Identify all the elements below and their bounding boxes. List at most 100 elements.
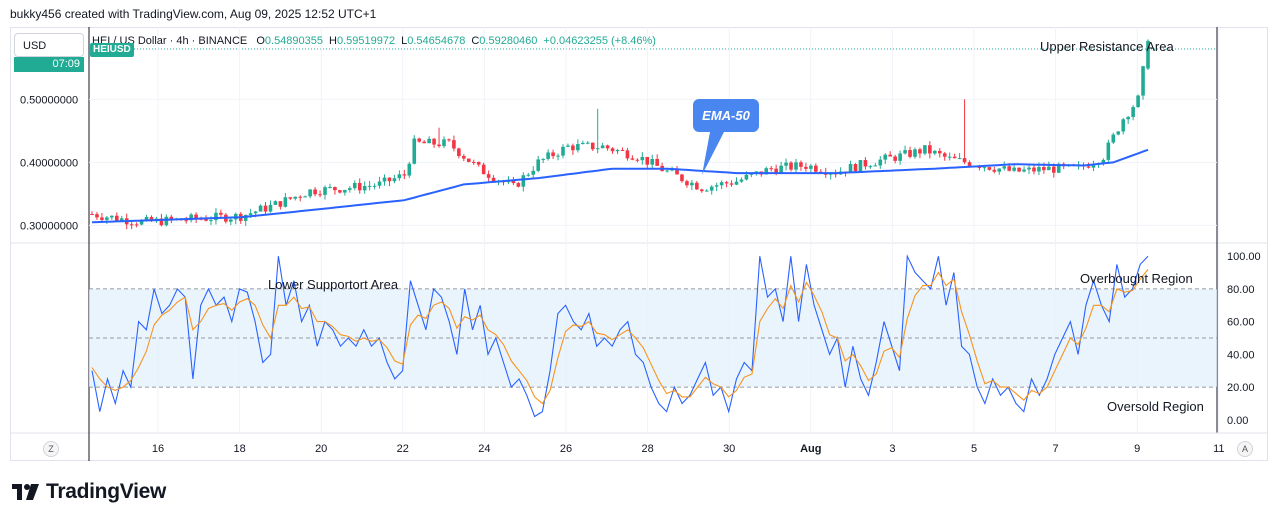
time-tick-label: 28 (641, 443, 653, 455)
candle-body (259, 206, 263, 212)
time-tick-label: 26 (560, 443, 572, 455)
candle-body (373, 186, 377, 187)
candle-body (219, 213, 223, 215)
candle-body (442, 139, 446, 146)
candle-body (789, 163, 793, 170)
price-tick-label: 0.50000000 (20, 94, 78, 106)
candle-body (417, 139, 421, 142)
candle-body (343, 190, 347, 193)
time-tick-label: 30 (723, 443, 735, 455)
candle-body (745, 175, 749, 180)
candle-body (293, 197, 297, 199)
annotation-overbought: Overbought Region (1080, 271, 1193, 286)
candle-body (249, 213, 253, 215)
rsi-tick-label: 40.00 (1227, 349, 1255, 361)
candle-body (130, 224, 134, 225)
tradingview-logo-text: TradingView (46, 480, 166, 504)
candle-body (1022, 170, 1026, 172)
rsi-tick-label: 20.00 (1227, 382, 1255, 394)
candle-body (1007, 166, 1011, 170)
symbol-badge: HEIUSD (90, 43, 134, 57)
candle-body (923, 145, 927, 153)
candle-body (1027, 168, 1031, 170)
candle-body (799, 162, 803, 167)
candle-body (517, 183, 521, 187)
candle-body (378, 182, 382, 186)
candle-body (626, 150, 630, 158)
candle-body (908, 150, 912, 157)
candle-body (328, 187, 332, 188)
candle-body (1131, 107, 1135, 117)
candle-body (472, 162, 476, 163)
time-tick-label: 11 (1213, 443, 1224, 455)
candle-body (477, 162, 481, 165)
candle-body (1087, 166, 1091, 167)
candle-body (462, 156, 466, 159)
z-button[interactable]: Z (43, 441, 59, 457)
candle-body (983, 167, 987, 168)
ohlc-legend: HEI / US Dollar · 4h · BINANCE O0.548903… (92, 35, 662, 47)
candle-body (536, 159, 540, 170)
candle-body (918, 149, 922, 153)
candle-body (621, 150, 625, 151)
candle-body (165, 217, 169, 225)
candle-body (888, 155, 892, 157)
time-tick-label: 3 (889, 443, 895, 455)
time-tick-label: 22 (397, 443, 409, 455)
candle-body (457, 148, 461, 156)
candle-body (184, 220, 188, 221)
candle-body (854, 164, 858, 171)
candle-body (284, 197, 288, 207)
ohlc-item: C0.59280460 (471, 35, 537, 47)
price-tick-label: 0.40000000 (20, 157, 78, 169)
candle-body (740, 180, 744, 182)
candle-body (526, 175, 530, 176)
candle-body (274, 201, 278, 205)
rsi-tick-label: 0.00 (1227, 415, 1248, 427)
candle-body (531, 171, 535, 175)
candle-body (482, 165, 486, 175)
candle-body (730, 183, 734, 184)
candle-body (869, 166, 873, 167)
candle-body (571, 145, 575, 150)
candle-body (700, 189, 704, 191)
candle-body (725, 182, 729, 183)
auto-scale-button[interactable]: A (1237, 441, 1253, 457)
candle-body (105, 217, 109, 220)
candle-body (566, 145, 570, 146)
candle-body (1037, 167, 1041, 171)
annotation-upper-resistance: Upper Resistance Area (1040, 39, 1174, 54)
time-tick-label: 16 (152, 443, 164, 455)
candle-body (616, 150, 620, 151)
candle-body (988, 167, 992, 170)
candle-body (522, 175, 526, 186)
candle-body (229, 219, 233, 221)
candle-body (641, 157, 645, 160)
ema-callout-pointer (702, 132, 724, 175)
candle-body (720, 182, 724, 185)
candle-body (680, 174, 684, 181)
candle-body (794, 162, 798, 169)
candle-body (383, 178, 387, 182)
candle-body (1126, 117, 1130, 119)
candle-body (586, 143, 590, 144)
time-tick-label: 18 (233, 443, 245, 455)
candle-body (928, 145, 932, 153)
candle-body (269, 205, 273, 212)
candle-body (804, 167, 808, 169)
candle-body (1136, 96, 1140, 108)
candle-body (561, 147, 565, 156)
ohlc-item: L0.54654678 (401, 35, 465, 47)
candle-body (735, 182, 739, 185)
candle-body (1052, 167, 1056, 173)
tradingview-logo: TradingView (12, 480, 166, 504)
currency-selector[interactable]: USD (14, 33, 84, 57)
candle-body (997, 169, 1001, 172)
tradingview-logo-icon (12, 482, 40, 502)
candle-body (358, 183, 362, 190)
candle-body (467, 159, 471, 162)
candle-body (1141, 66, 1145, 95)
ema-callout-label: EMA-50 (702, 108, 750, 123)
candle-body (556, 156, 560, 157)
